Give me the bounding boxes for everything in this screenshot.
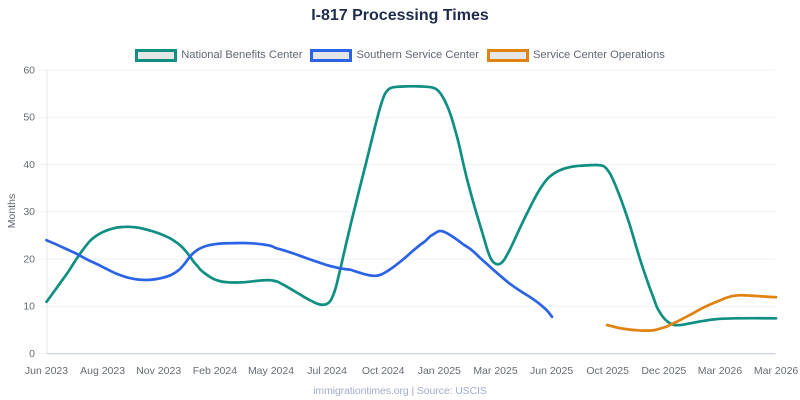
svg-text:Feb 2024: Feb 2024 (193, 365, 238, 377)
svg-text:40: 40 (23, 159, 35, 171)
svg-text:Jun 2023: Jun 2023 (25, 365, 68, 377)
svg-text:May 2024: May 2024 (248, 365, 294, 377)
svg-text:Jan 2025: Jan 2025 (418, 365, 461, 377)
svg-text:Nov 2023: Nov 2023 (136, 365, 181, 377)
svg-text:Mar 2025: Mar 2025 (473, 365, 518, 377)
svg-text:Jun 2025: Jun 2025 (530, 365, 573, 377)
svg-text:Oct 2024: Oct 2024 (362, 365, 405, 377)
svg-text:50: 50 (23, 112, 35, 124)
svg-text:0: 0 (29, 348, 35, 360)
svg-text:Jul 2024: Jul 2024 (307, 365, 347, 377)
svg-text:60: 60 (23, 64, 35, 76)
svg-text:Months: Months (6, 194, 18, 228)
svg-text:Aug 2023: Aug 2023 (80, 365, 125, 377)
svg-text:Dec 2025: Dec 2025 (641, 365, 686, 377)
svg-text:Mar 2026: Mar 2026 (698, 365, 743, 377)
svg-text:Oct 2025: Oct 2025 (586, 365, 629, 377)
svg-text:10: 10 (23, 301, 35, 313)
svg-text:Mar 2026: Mar 2026 (754, 365, 799, 377)
svg-text:30: 30 (23, 206, 35, 218)
svg-text:20: 20 (23, 253, 35, 265)
